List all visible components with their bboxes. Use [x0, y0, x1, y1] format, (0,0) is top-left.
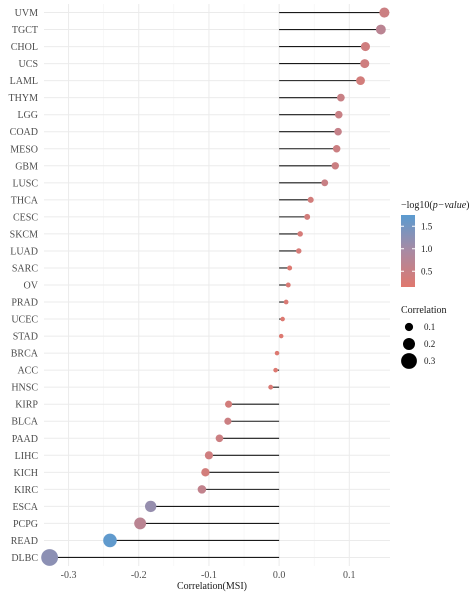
- y-tick-label-read: READ: [11, 536, 38, 547]
- size-legend-title: Correlation: [401, 305, 447, 316]
- x-tick-label: -0.1: [201, 570, 217, 581]
- y-tick-label-hnsc: HNSC: [11, 383, 38, 394]
- y-tick-label-cesc: CESC: [13, 212, 38, 223]
- y-tick-label-kich: KICH: [14, 468, 38, 479]
- x-tick-label: 0.1: [343, 570, 356, 581]
- point-meso: [332, 144, 341, 153]
- size-legend-dot: [404, 322, 414, 332]
- point-tgct: [375, 24, 386, 35]
- y-tick-label-lgg: LGG: [17, 110, 38, 121]
- point-ov: [285, 282, 291, 288]
- point-coad: [334, 127, 342, 136]
- point-sarc: [287, 265, 293, 271]
- point-brca: [274, 350, 280, 356]
- point-hnsc: [268, 384, 274, 390]
- y-tick-label-meso: MESO: [10, 144, 38, 155]
- y-tick-label-lihc: LIHC: [15, 451, 39, 462]
- y-tick-label-acc: ACC: [17, 366, 38, 377]
- grid: [44, 4, 390, 566]
- point-paad: [215, 434, 224, 443]
- size-legend-label: 0.2: [424, 339, 435, 349]
- y-tick-label-prad: PRAD: [11, 298, 38, 309]
- point-laml: [356, 76, 365, 86]
- x-tick-label: 0.0: [273, 570, 286, 581]
- point-cesc: [304, 213, 311, 220]
- colorbar-tick-label: 1.5: [421, 221, 433, 231]
- point-esca: [145, 500, 157, 513]
- point-skcm: [297, 231, 303, 237]
- point-thca: [307, 196, 314, 203]
- y-tick-label-sarc: SARC: [12, 263, 38, 274]
- y-tick-label-dlbc: DLBC: [11, 553, 38, 564]
- colorbar: [401, 215, 415, 287]
- x-tick-labels: -0.3 -0.2 -0.1 0.0 0.1: [61, 570, 356, 581]
- point-lgg: [334, 110, 343, 119]
- y-tick-label-kirc: KIRC: [14, 485, 38, 496]
- y-tick-label-gbm: GBM: [15, 161, 38, 172]
- y-tick-labels: UVM TGCT CHOL UCS LAML THYM LGG COAD MESO GBM LUSC…: [9, 8, 39, 564]
- point-pcpg: [134, 517, 147, 530]
- point-kirc: [197, 485, 207, 494]
- size-legend-dot: [403, 338, 415, 350]
- y-tick-label-stad: STAD: [13, 332, 38, 343]
- y-tick-label-thym: THYM: [9, 93, 39, 104]
- point-read: [103, 533, 117, 548]
- x-tick-label: -0.2: [131, 570, 147, 581]
- y-tick-label-coad: COAD: [10, 127, 38, 138]
- y-tick-label-laml: LAML: [10, 76, 38, 87]
- point-ucs: [360, 59, 370, 69]
- point-chol: [360, 42, 370, 52]
- y-tick-label-luad: LUAD: [10, 246, 38, 257]
- size-legend-items: 0.1 0.2 0.3: [401, 322, 436, 369]
- y-tick-label-uvm: UVM: [15, 8, 38, 19]
- point-acc: [273, 367, 278, 373]
- y-tick-label-paad: PAAD: [12, 434, 38, 445]
- colorbar-tick-label: 1.0: [421, 244, 433, 254]
- y-tick-label-blca: BLCA: [11, 417, 38, 428]
- y-tick-label-ucec: UCEC: [11, 315, 38, 326]
- point-lusc: [321, 179, 329, 187]
- point-kich: [201, 468, 210, 477]
- size-legend-dot: [401, 353, 417, 369]
- point-gbm: [331, 162, 339, 170]
- point-ucec: [280, 316, 285, 322]
- y-tick-label-thca: THCA: [11, 195, 39, 206]
- colorbar-ticks: 0.5 1.0 1.5: [401, 221, 433, 276]
- points: [41, 7, 390, 566]
- point-stad: [278, 333, 284, 339]
- point-lihc: [204, 451, 214, 460]
- size-legend-label: 0.3: [424, 356, 436, 366]
- color-legend: −log10(p−value) 0.5 1.0 1.5: [401, 200, 470, 287]
- point-uvm: [379, 7, 390, 18]
- size-legend-label: 0.1: [424, 322, 435, 332]
- y-tick-label-tgct: TGCT: [12, 25, 38, 36]
- point-thym: [337, 93, 345, 102]
- y-tick-label-ov: OV: [24, 281, 39, 292]
- y-tick-label-pcpg: PCPG: [13, 519, 38, 530]
- y-tick-label-skcm: SKCM: [10, 229, 38, 240]
- x-tick-label: -0.3: [61, 570, 77, 581]
- point-prad: [283, 299, 289, 305]
- colorbar-tick-label: 0.5: [421, 266, 433, 276]
- color-legend-title: −log10(p−value): [401, 200, 470, 211]
- point-luad: [296, 248, 302, 254]
- y-tick-label-kirp: KIRP: [15, 400, 38, 411]
- point-kirp: [225, 400, 233, 408]
- y-tick-label-esca: ESCA: [12, 502, 38, 513]
- stems: [49, 11, 385, 559]
- x-axis-title: Correlation(MSI): [177, 581, 247, 592]
- point-dlbc: [41, 549, 59, 566]
- y-tick-label-ucs: UCS: [19, 59, 38, 70]
- size-legend: Correlation 0.1 0.2 0.3: [401, 305, 447, 369]
- y-tick-label-lusc: LUSC: [12, 178, 38, 189]
- y-tick-label-brca: BRCA: [11, 349, 39, 360]
- point-blca: [224, 417, 232, 425]
- y-tick-label-chol: CHOL: [11, 42, 38, 53]
